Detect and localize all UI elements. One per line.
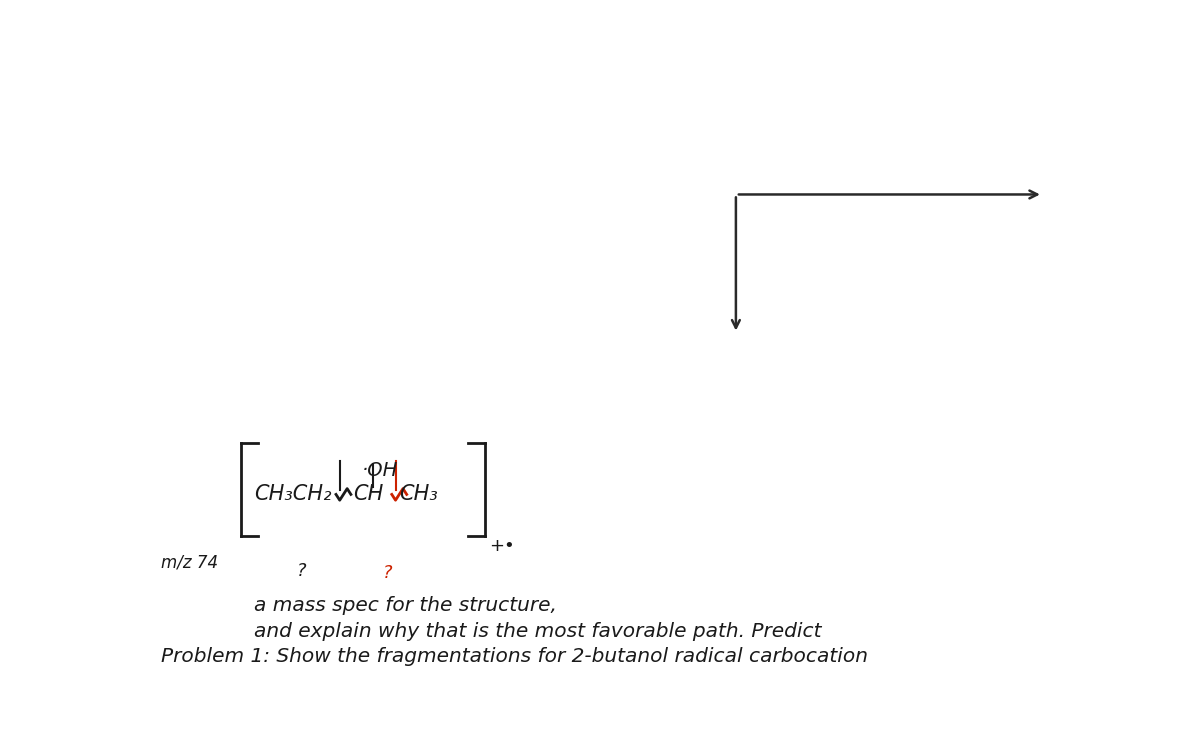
Text: ?: ? bbox=[383, 564, 392, 582]
Text: and explain why that is the most favorable path. Predict: and explain why that is the most favorab… bbox=[254, 622, 822, 641]
Text: +•: +• bbox=[490, 537, 515, 555]
Text: a mass spec for the structure,: a mass spec for the structure, bbox=[254, 596, 557, 615]
Text: CH₃: CH₃ bbox=[400, 484, 438, 505]
Text: ?: ? bbox=[296, 562, 306, 580]
Text: CH: CH bbox=[353, 484, 383, 505]
Text: ·OH: ·OH bbox=[362, 461, 398, 480]
Text: m/z 74: m/z 74 bbox=[161, 553, 218, 572]
Text: Problem 1: Show the fragmentations for 2-butanol radical carbocation: Problem 1: Show the fragmentations for 2… bbox=[161, 647, 868, 666]
Text: CH₃CH₂: CH₃CH₂ bbox=[254, 484, 331, 505]
